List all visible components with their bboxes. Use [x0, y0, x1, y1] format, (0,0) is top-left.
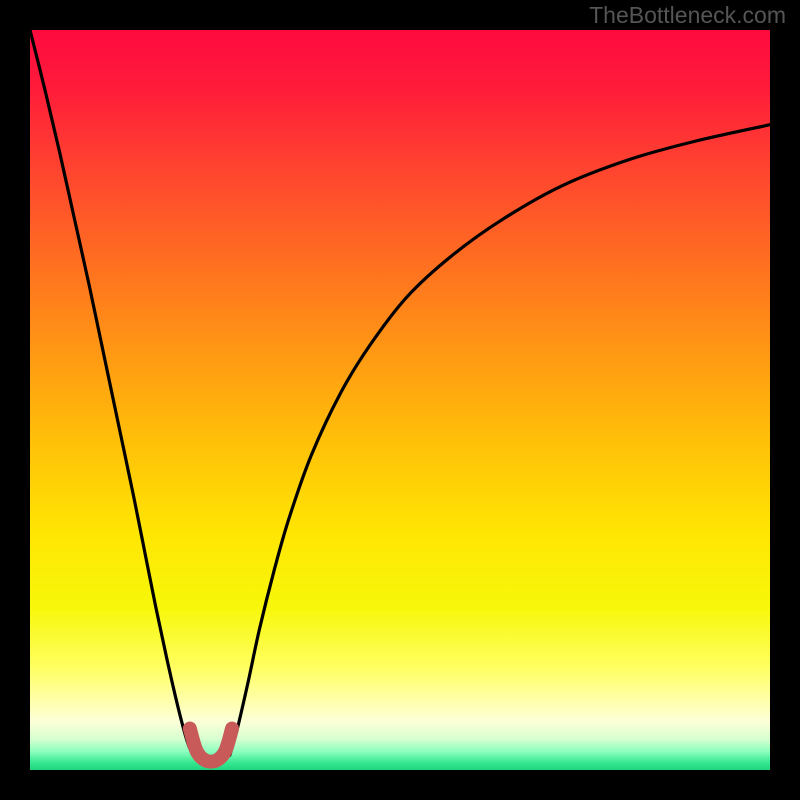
chart-figure: { "watermark": { "text": "TheBottleneck.…: [0, 0, 800, 800]
chart-svg: [0, 0, 800, 800]
watermark-text: TheBottleneck.com: [589, 2, 786, 29]
plot-background: [30, 30, 770, 770]
